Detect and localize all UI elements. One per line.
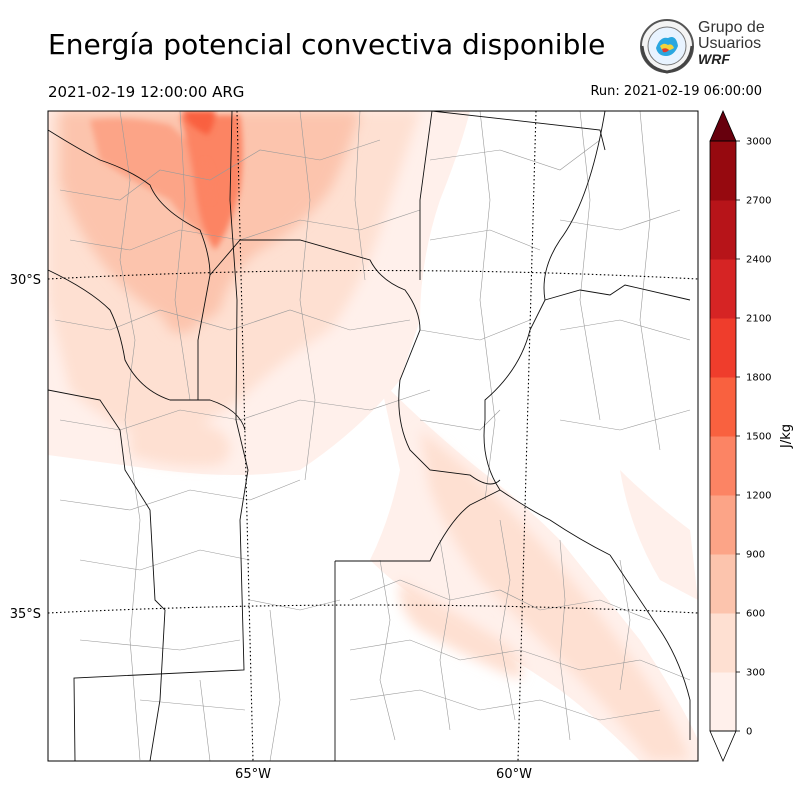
colorbar-tick-label: 900 — [746, 550, 765, 561]
colorbar-segment — [710, 377, 736, 437]
colorbar-segment — [710, 554, 736, 614]
graticule-60w — [517, 110, 537, 762]
wrf-logo: Grupo de Usuarios WRF — [638, 16, 768, 76]
colorbar-unit-label: J/kg — [779, 424, 794, 449]
colorbar-segment — [710, 672, 736, 732]
map-frame — [47, 110, 699, 762]
colorbar-segment — [710, 200, 736, 260]
graticule-35s — [47, 604, 699, 614]
map-panel — [47, 110, 699, 762]
province-boundaries — [48, 111, 691, 761]
colorbar-tick-label: 1200 — [746, 491, 771, 502]
colorbar-tick-label: 3000 — [746, 137, 771, 148]
logo-line3: WRF — [698, 51, 730, 67]
colorbar-tick-label: 2700 — [746, 196, 771, 207]
page-title: Energía potencial convectiva disponible — [48, 28, 606, 61]
colorbar-segment — [710, 613, 736, 673]
colorbar-ticks: 0 300 600 900 1200 1500 1800 2100 2400 2700 3000 — [736, 137, 771, 738]
colorbar-over-extension — [709, 109, 737, 142]
run-time: Run: 2021-02-19 06:00:00 — [590, 84, 762, 99]
admin-boundaries — [54, 111, 691, 761]
logo-line1: Grupo de — [698, 19, 765, 36]
colorbar-tick-label: 1800 — [746, 373, 771, 384]
lat-label-35s: 35°S — [10, 607, 41, 622]
colorbar-tick-label: 0 — [746, 727, 752, 738]
colorbar-tick-label: 2400 — [746, 255, 771, 266]
valid-time: 2021-02-19 12:00:00 ARG — [48, 83, 245, 101]
logo-line2: Usuarios — [698, 35, 762, 52]
colorbar-segment — [710, 495, 736, 555]
colorbar-segment — [710, 436, 736, 496]
lon-label-60w: 60°W — [496, 767, 532, 782]
colorbar-tick-label: 1500 — [746, 432, 771, 443]
colorbar-tick-label: 2100 — [746, 314, 771, 325]
lat-label-30s: 30°S — [10, 273, 41, 288]
colorbar-tick-label: 300 — [746, 668, 765, 679]
colorbar-segment — [710, 141, 736, 201]
colorbar-tick-label: 600 — [746, 609, 765, 620]
colorbar-segment — [710, 318, 736, 378]
colorbar-segment — [710, 259, 736, 319]
graticule-65w — [236, 110, 254, 762]
colorbar — [709, 109, 737, 763]
graticule — [47, 110, 699, 762]
lon-label-65w: 65°W — [235, 767, 271, 782]
graticule-30s — [47, 269, 699, 280]
wrf-seal-icon — [640, 19, 694, 74]
cape-field — [48, 111, 698, 761]
colorbar-under-extension — [709, 730, 737, 763]
